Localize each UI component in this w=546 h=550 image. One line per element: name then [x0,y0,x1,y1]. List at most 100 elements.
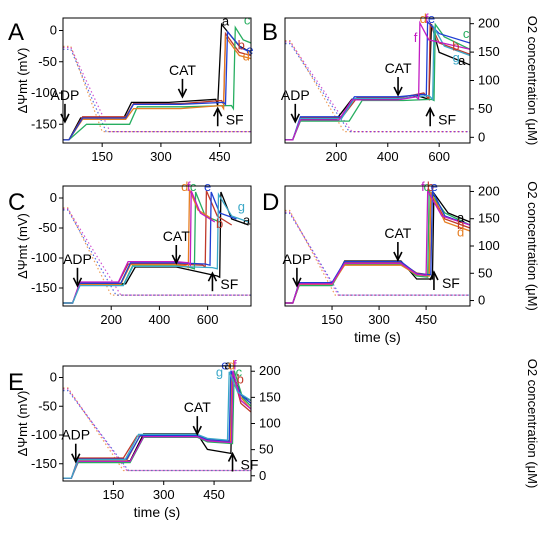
annotation-sf: SF [425,106,456,127]
y-axis-label: ΔΨmt (mV) [15,391,30,457]
annotation-sf: SF [429,270,460,291]
trace-label: a [222,14,230,29]
panel-tag: E [8,369,24,396]
annotation-cat: CAT [169,62,196,99]
trace-label: a [243,212,251,227]
series-f [285,20,470,141]
annotation-text: SF [226,111,244,127]
trace-label: g [238,199,245,214]
y2-tick-label: 100 [259,416,281,431]
y2-tick-label: 200 [478,16,500,31]
y2-tick-label: 50 [478,265,492,280]
annotation-text: ADP [61,427,90,443]
trace-label: b [457,217,464,232]
y-tick-label: -100 [31,250,57,265]
trace-label: b [216,216,223,231]
y-tick-label: 0 [50,370,57,385]
annotation-text: CAT [163,228,190,244]
annotation-text: CAT [184,399,211,415]
y-tick-label: -150 [31,280,57,295]
y2-tick-label: 50 [259,442,273,457]
o2-trace [63,207,251,296]
panel-tag: A [8,19,24,46]
o2-trace [63,45,251,133]
y2-tick-label: 200 [478,183,500,198]
annotation-sf: SF [212,106,244,127]
annotation-cat: CAT [163,228,190,265]
annotation-text: ADP [63,251,92,267]
annotation-adp: ADP [283,251,312,288]
y2-tick-label: 100 [478,73,500,88]
y-tick-label: -150 [31,116,57,131]
y-tick-label: -50 [38,54,57,69]
annotation-cat: CAT [385,60,412,97]
trace-label: f [414,30,418,45]
trace-label: g [216,364,223,379]
y-tick-label: -100 [31,427,57,442]
trace-label: a [457,210,465,225]
y-tick-label: -50 [38,398,57,413]
annotation-text: SF [438,111,456,127]
annotation-adp: ADP [51,87,79,124]
o2-trace [63,387,251,472]
o2-trace [285,211,470,296]
panel-tag: C [8,189,25,216]
annotation-adp: ADP [63,251,92,288]
trace-label: b [237,371,244,386]
x-tick-label: 450 [203,487,225,502]
annotation-text: SF [241,457,259,473]
trace-label: b [452,39,459,54]
panel-tag: B [262,19,278,46]
plot-frame [62,17,252,144]
annotation-text: ADP [283,251,312,267]
y-tick-label: -100 [31,85,57,100]
x-tick-label: 300 [153,487,175,502]
y2-tick-label: 0 [259,468,266,483]
annotation-text: CAT [384,225,411,241]
annotation-adp: ADP [61,427,90,464]
x-tick-label: 200 [326,149,348,164]
annotation-cat: CAT [184,399,211,436]
y2-tick-label: 150 [478,44,500,59]
annotation-adp: ADP [281,87,310,124]
y2-tick-label: 0 [478,293,485,308]
trace-label: d [243,49,250,64]
x-tick-label: 150 [321,312,343,327]
series-c [63,191,220,304]
x-axis-label: time (s) [134,504,181,520]
annotation-sf: SF [227,451,259,473]
x-tick-label: 450 [415,312,437,327]
series-e [63,191,237,304]
series-e [63,30,251,141]
y2-tick-label: 100 [478,238,500,253]
trace-label: f [233,357,237,372]
y2-tick-label: 150 [259,389,281,404]
annotation-text: CAT [169,62,196,78]
annotation-text: CAT [385,60,412,76]
x-tick-label: 400 [149,312,171,327]
x-tick-label: 200 [100,312,122,327]
series-f [285,188,470,304]
trace-label: g [453,50,460,65]
annotation-cat: CAT [384,225,412,262]
series-f [63,370,251,479]
x-tick-label: 150 [103,487,125,502]
series-a [63,22,251,141]
y2-axis-label: O2 concentration (μM) [525,16,540,146]
y2-tick-label: 200 [259,363,281,378]
y-tick-label: -150 [31,456,57,471]
o2-trace [285,41,470,133]
x-tick-label: 300 [150,149,172,164]
y-tick-label: 0 [50,23,57,38]
y-axis-label: ΔΨmt (mV) [15,213,30,279]
trace-label: e [221,357,228,372]
o2-trace [285,212,470,296]
plot-frame [62,185,252,307]
trace-label: c [236,364,243,379]
